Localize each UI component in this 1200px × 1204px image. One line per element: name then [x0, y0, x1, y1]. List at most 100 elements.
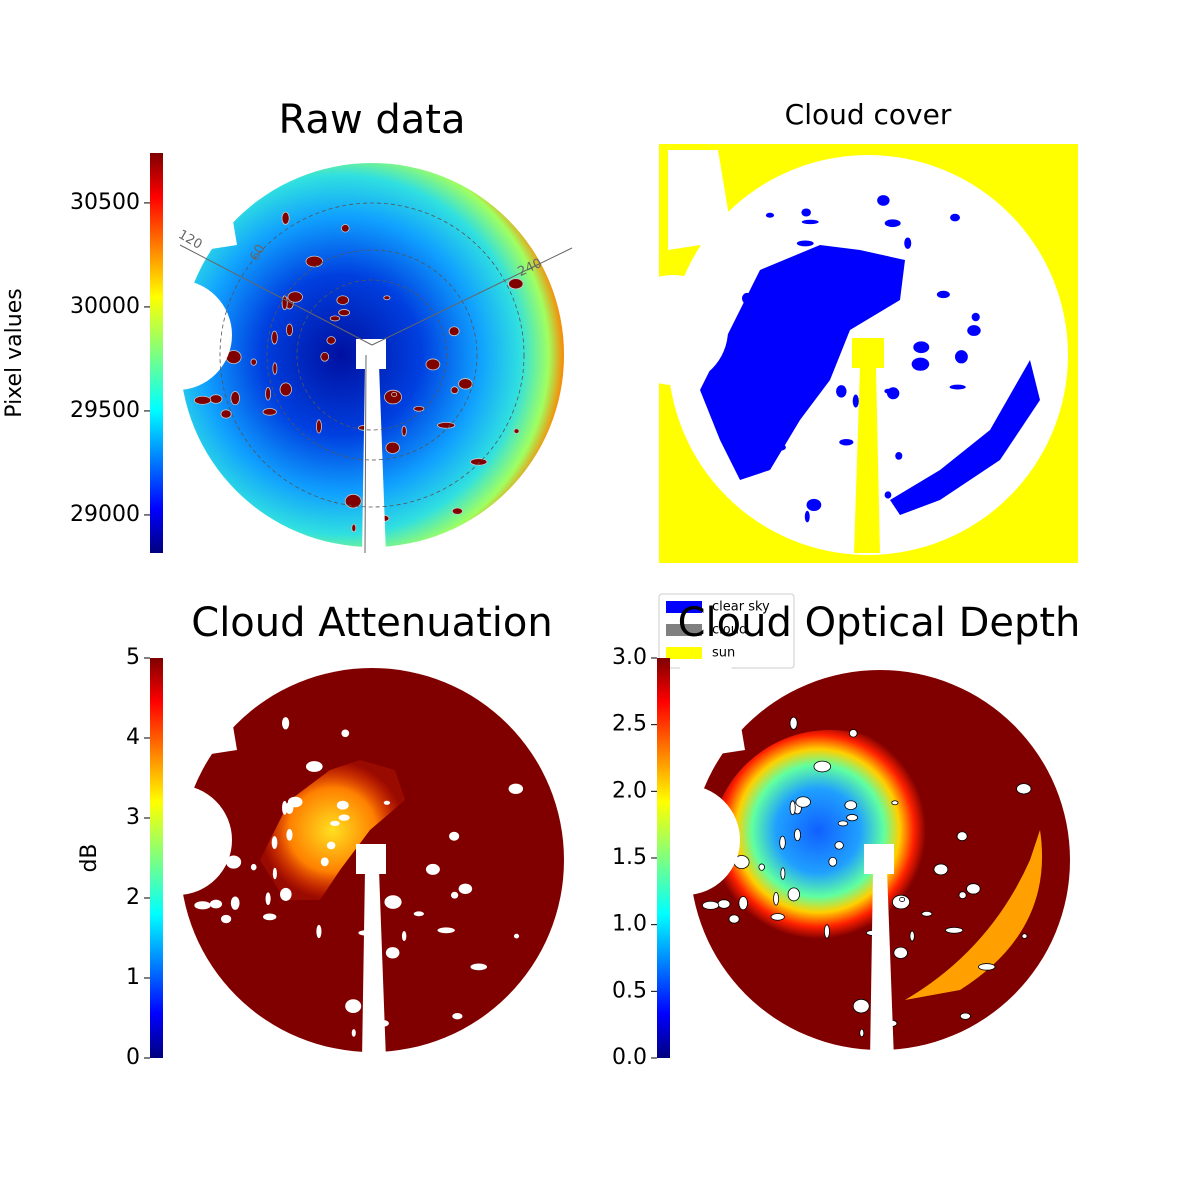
cloud-spot [326, 841, 336, 850]
cloud-spot [832, 284, 845, 296]
cloud-spot [209, 899, 223, 909]
cloud-spot [958, 891, 967, 900]
cloud-spot [384, 389, 403, 405]
cloud-spot [401, 931, 407, 942]
panel [618, 144, 1078, 563]
cloud-spot [316, 924, 322, 939]
cloud-spot [789, 800, 796, 816]
cloud-spot [437, 421, 456, 429]
cloud-spot [281, 211, 290, 225]
cloud-spot [391, 897, 397, 902]
cloud-spot [859, 1028, 865, 1038]
cloud-spot [230, 896, 240, 910]
legend-swatch [666, 624, 702, 636]
tick-label: 2 [126, 885, 140, 910]
cloud-spot [194, 901, 211, 910]
cloud-spot [834, 841, 844, 850]
cloud-spot [774, 443, 786, 451]
cloud-spot [976, 446, 981, 455]
tick-label: 1.5 [612, 845, 647, 870]
cloud-spot [701, 900, 720, 910]
mask [122, 280, 232, 390]
panel [630, 660, 1070, 1060]
cloud-spot [384, 895, 402, 909]
cloud-spot [789, 354, 796, 360]
cloud-spot [330, 820, 340, 826]
cloud-spot [341, 224, 350, 233]
polar-grid [219, 202, 525, 508]
cloud-spot [470, 963, 488, 971]
cloud-spot [450, 891, 459, 899]
polar-grid [266, 249, 478, 461]
tick-label: 29000 [70, 502, 140, 527]
mask [870, 870, 894, 1060]
cloud-spot [305, 761, 323, 772]
tick-label: 1 [126, 965, 140, 990]
mask [122, 785, 232, 895]
cloud-spot [250, 863, 257, 871]
cloud-spot [271, 836, 278, 850]
cloud-spot [741, 455, 757, 467]
cloud-spot [513, 933, 520, 939]
cloud-spot [338, 814, 350, 821]
cloud-spot [383, 295, 391, 301]
mask [680, 660, 745, 760]
panel-title: Cloud Optical Depth [678, 600, 1081, 646]
cloud-spot [738, 896, 748, 911]
cloud-spot [954, 350, 968, 364]
tick-label: 3.0 [612, 645, 647, 670]
depth-region [710, 730, 950, 970]
cloud-spot [801, 208, 811, 217]
cloud-spot [780, 867, 786, 880]
cloud-spot [220, 409, 232, 419]
panel [122, 155, 573, 555]
colorbar-label: Pixel values [2, 288, 27, 417]
cloud-spot [287, 796, 303, 808]
cloud-spot [967, 325, 981, 336]
cloud-spot [230, 391, 240, 406]
cloud-spot [895, 451, 903, 460]
cloud-spot [263, 913, 277, 921]
cloud-spot [796, 388, 814, 394]
mask [356, 339, 386, 369]
cloud-spot [1016, 783, 1032, 795]
cloud-spot [193, 395, 212, 405]
cloud-spot [950, 213, 960, 222]
cloud-spot [796, 240, 814, 247]
cloud-spot [839, 438, 854, 446]
legend-swatch [666, 601, 702, 613]
cloud-spot [884, 388, 892, 394]
cloud-spot [945, 926, 964, 934]
cloud-spot [909, 930, 915, 942]
cloud-spot [265, 892, 271, 906]
cloud-spot [272, 867, 277, 880]
cloud-spot [808, 355, 821, 365]
cloud-spot [351, 523, 357, 533]
cloud-spot [425, 863, 440, 875]
panel-title: Raw data [279, 97, 466, 143]
legend-swatch [666, 647, 702, 659]
cloud-spot [338, 309, 351, 317]
cloud-spot [413, 911, 424, 917]
cloud-spot [448, 326, 460, 337]
tick-label: 0.0 [612, 1045, 647, 1070]
sun-mast [852, 338, 884, 368]
sun-mast [854, 368, 880, 553]
cloud-spot [286, 323, 293, 337]
colorbar [150, 658, 163, 1058]
cloud-spot [959, 1012, 971, 1020]
panel [122, 660, 564, 1060]
polar-axis [364, 354, 367, 554]
cloud-spot [851, 259, 858, 269]
cloud-spot [844, 800, 858, 811]
colorbar [657, 658, 670, 1058]
colorbar-label: dB [77, 843, 102, 872]
cloud-spot [754, 386, 767, 398]
cloud-spot [329, 315, 341, 322]
cloud-spot [913, 341, 930, 354]
cloud-spot [789, 716, 798, 730]
cloud-spot [458, 378, 473, 390]
cloud-spot [286, 829, 293, 841]
cloud-spot [383, 800, 391, 805]
